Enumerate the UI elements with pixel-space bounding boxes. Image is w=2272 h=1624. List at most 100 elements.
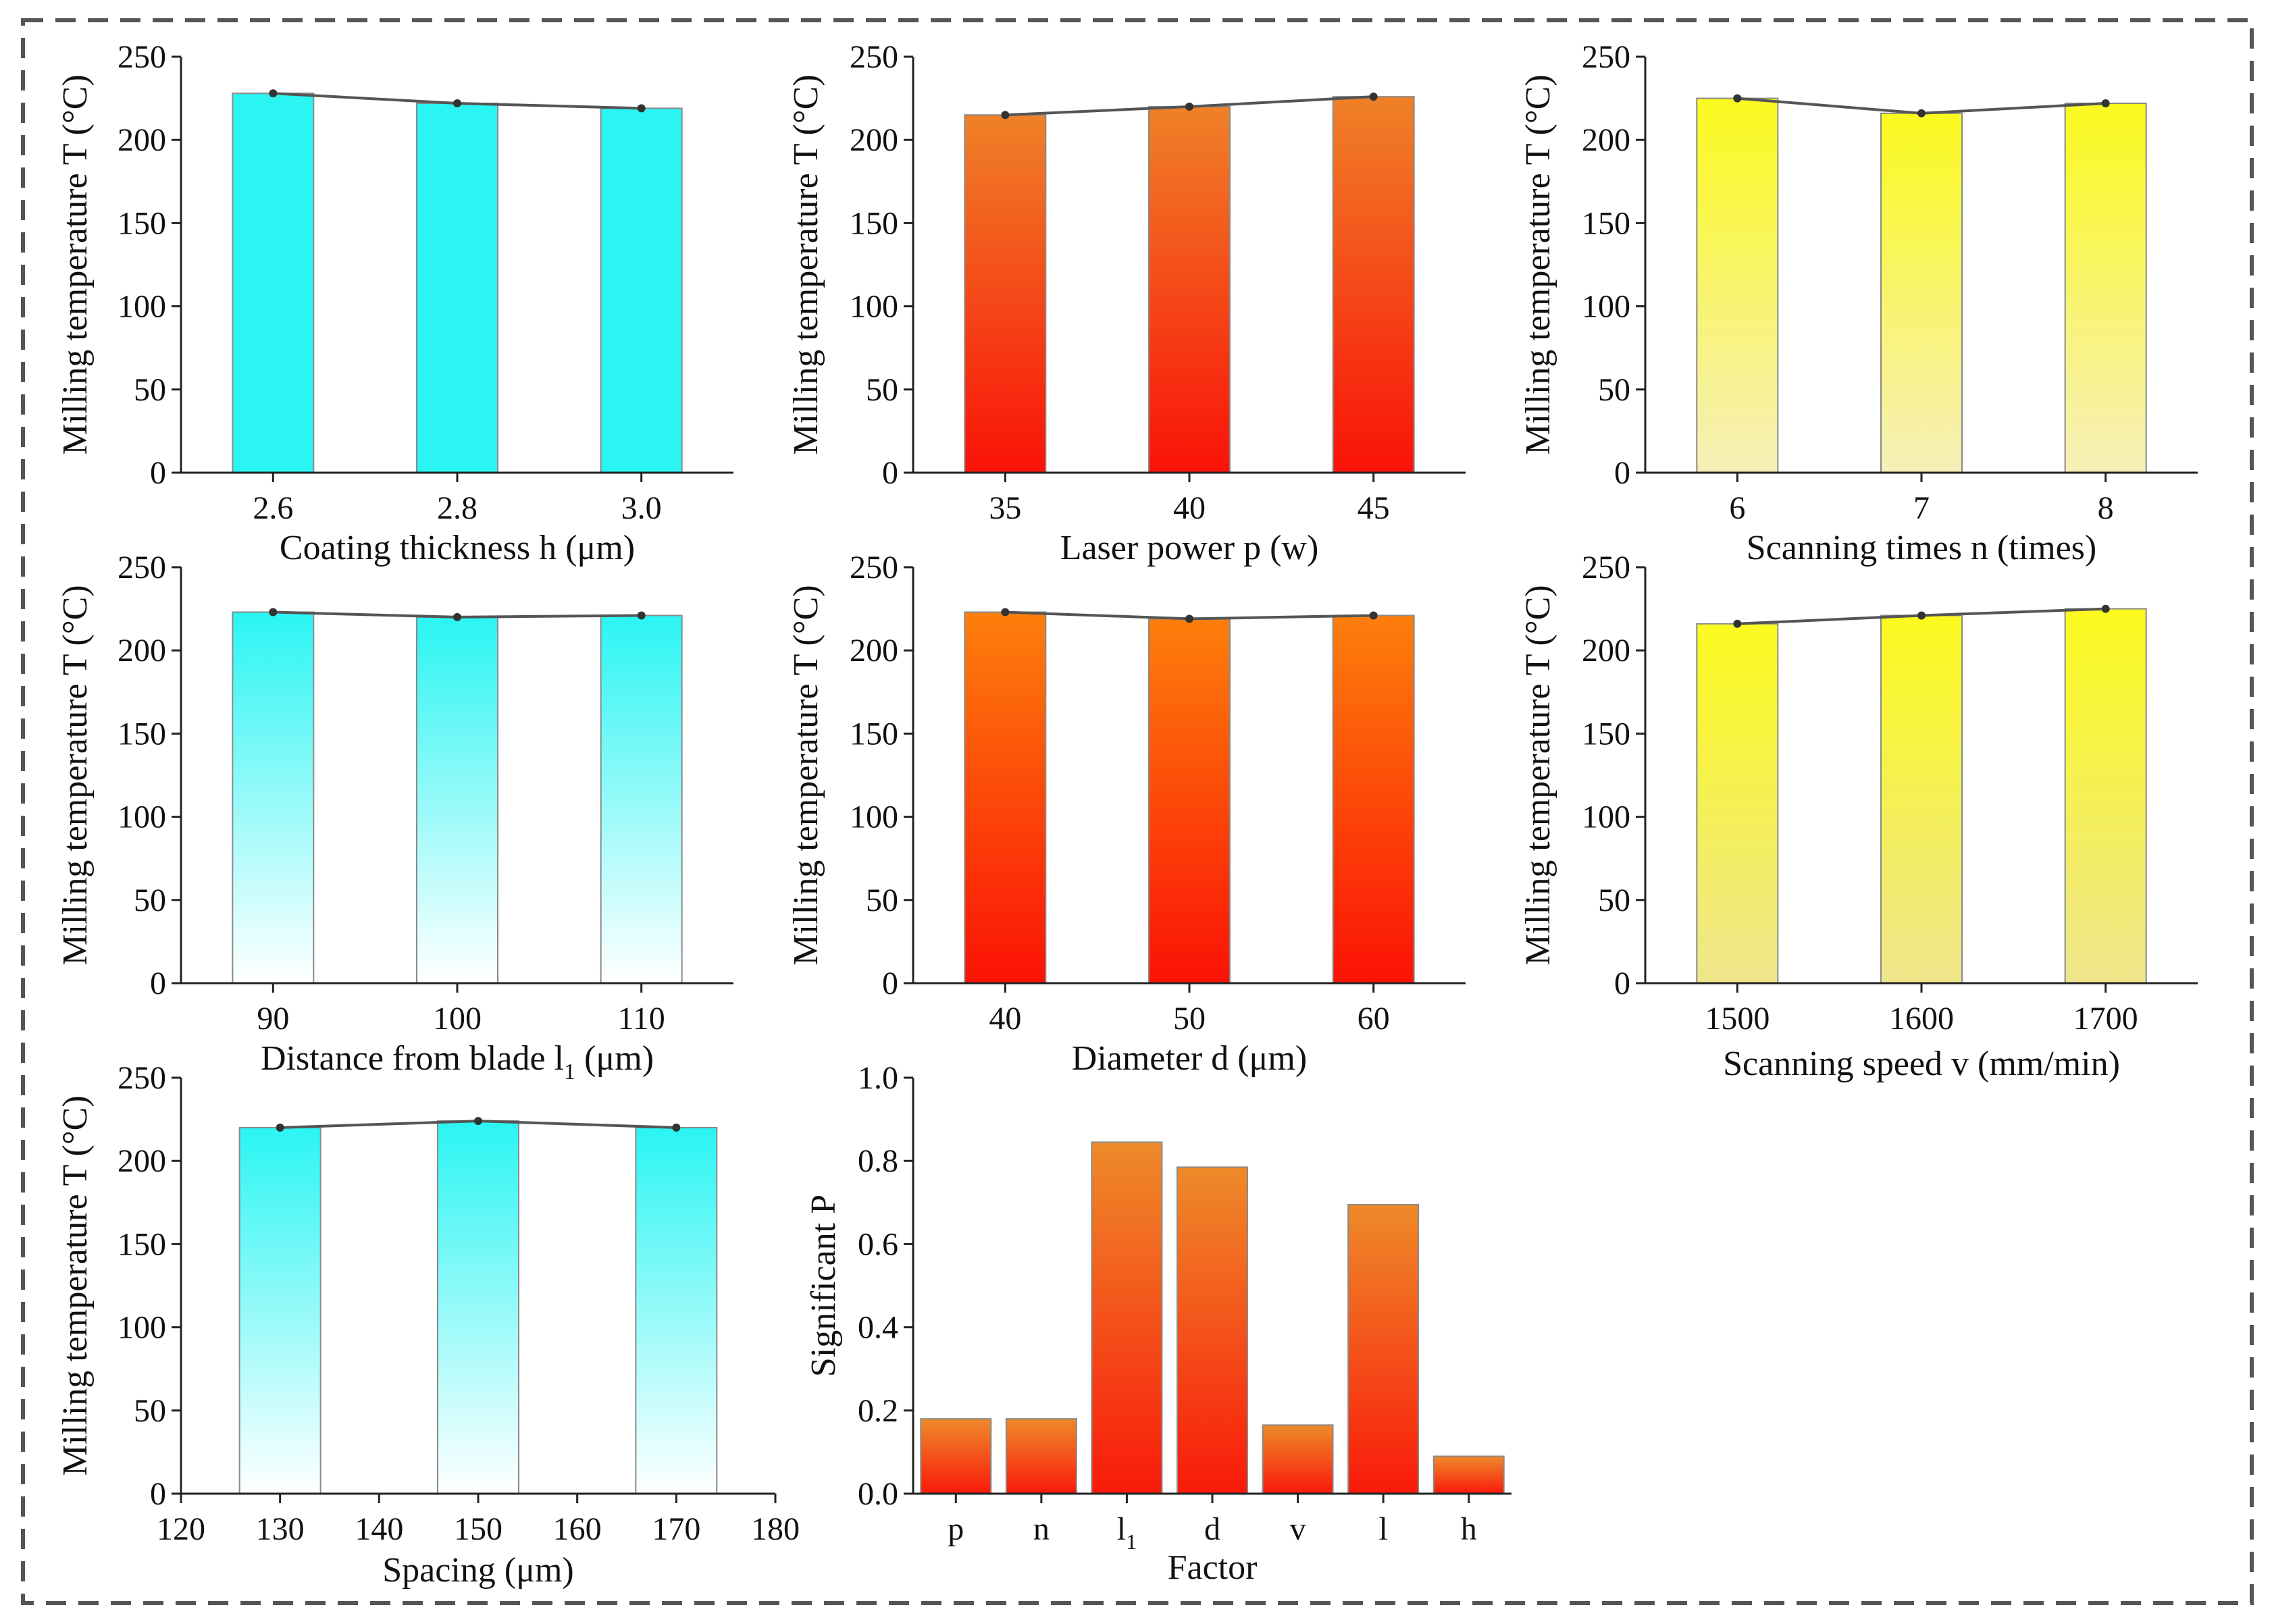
bar-scan-speed-0 bbox=[1696, 623, 1779, 984]
y-tick-label-laser-3: 150 bbox=[850, 205, 898, 241]
y-tick-label-diameter-2: 100 bbox=[850, 800, 898, 835]
y-tick-label-coating-4: 200 bbox=[118, 122, 166, 158]
trend-point-scan-speed-0 bbox=[1733, 619, 1742, 628]
bar-diameter-1 bbox=[1148, 618, 1231, 984]
y-tick-label-significance-5: 1.0 bbox=[858, 1060, 898, 1096]
y-axis-title-spacing: Milling temperature T (°C) bbox=[56, 1095, 95, 1475]
y-tick-label-significance-1: 0.2 bbox=[858, 1393, 898, 1429]
x-tick-label-spacing-4: 160 bbox=[553, 1511, 602, 1547]
y-tick-label-distance-4: 200 bbox=[118, 633, 166, 669]
x-tick-label-laser-0: 35 bbox=[989, 490, 1021, 526]
x-tick-label-coating-2: 3.0 bbox=[621, 490, 662, 526]
y-tick-label-coating-0: 0 bbox=[150, 455, 166, 491]
y-tick-label-laser-2: 100 bbox=[850, 289, 898, 325]
y-axis-title-scan-speed: Milling temperature T (°C) bbox=[1519, 585, 1557, 965]
y-tick-label-spacing-2: 100 bbox=[118, 1310, 166, 1346]
bar-significance-5 bbox=[1347, 1203, 1420, 1494]
x-tick-label-distance-2: 110 bbox=[618, 1001, 665, 1037]
y-tick-label-coating-1: 50 bbox=[134, 372, 166, 408]
bar-diameter-0 bbox=[964, 611, 1047, 984]
x-tick-label-significance-2: l1 bbox=[1117, 1511, 1137, 1554]
bar-spacing-0 bbox=[238, 1126, 321, 1495]
trend-point-laser-0 bbox=[1001, 111, 1010, 120]
x-tick-label-laser-2: 45 bbox=[1358, 490, 1390, 526]
y-tick-label-diameter-3: 150 bbox=[850, 716, 898, 752]
trend-point-spacing-1 bbox=[474, 1117, 482, 1126]
x-tick-label-spacing-5: 170 bbox=[652, 1511, 700, 1547]
y-tick-label-scan-speed-3: 150 bbox=[1582, 716, 1630, 752]
bar-coating-2 bbox=[600, 107, 683, 474]
trend-point-spacing-0 bbox=[276, 1123, 284, 1132]
trend-point-diameter-0 bbox=[1001, 608, 1010, 617]
y-tick-label-significance-4: 0.8 bbox=[858, 1143, 898, 1179]
trend-point-coating-2 bbox=[637, 104, 646, 113]
y-tick-label-diameter-1: 50 bbox=[866, 883, 898, 918]
x-tick-label-coating-1: 2.8 bbox=[437, 490, 477, 526]
x-tick-label-spacing-6: 180 bbox=[751, 1511, 800, 1547]
x-tick-label-diameter-0: 40 bbox=[989, 1001, 1021, 1037]
bar-diameter-2 bbox=[1332, 614, 1415, 984]
trend-point-distance-2 bbox=[637, 611, 646, 620]
chart-spacing: 0 50 100 150 200 250 120 130 140 150 160 170 180 Spac… bbox=[56, 1060, 800, 1590]
x-tick-label-significance-0: p bbox=[948, 1511, 964, 1547]
y-tick-label-scan-times-5: 250 bbox=[1582, 39, 1630, 75]
bar-distance-0 bbox=[232, 611, 315, 984]
y-tick-label-laser-4: 200 bbox=[850, 122, 898, 158]
y-tick-label-scan-times-1: 50 bbox=[1598, 372, 1630, 408]
y-tick-label-coating-3: 150 bbox=[118, 205, 166, 241]
dashed-frame bbox=[21, 18, 2254, 1605]
trend-point-diameter-2 bbox=[1369, 611, 1378, 620]
x-tick-label-significance-5: l bbox=[1378, 1511, 1387, 1547]
y-tick-label-scan-times-2: 100 bbox=[1582, 289, 1630, 325]
x-tick-label-diameter-1: 50 bbox=[1173, 1001, 1206, 1037]
x-tick-label-diameter-2: 60 bbox=[1358, 1001, 1390, 1037]
x-tick-label-spacing-3: 150 bbox=[454, 1511, 502, 1547]
bar-spacing-1 bbox=[437, 1120, 519, 1494]
trend-point-scan-speed-2 bbox=[2101, 604, 2110, 613]
trend-point-coating-0 bbox=[269, 89, 278, 98]
x-tick-label-scan-times-1: 7 bbox=[1913, 490, 1930, 526]
y-tick-label-diameter-4: 200 bbox=[850, 633, 898, 669]
chart-laser: 0 50 100 150 200 250 35 40 45 Laser power p (w) Mi… bbox=[787, 39, 1466, 567]
x-tick-label-scan-speed-2: 1700 bbox=[2073, 1001, 2138, 1037]
y-tick-label-scan-times-0: 0 bbox=[1614, 455, 1630, 491]
y-axis-title-laser: Milling temperature T (°C) bbox=[787, 74, 825, 454]
trend-point-coating-1 bbox=[453, 99, 461, 107]
x-tick-label-scan-speed-0: 1500 bbox=[1705, 1001, 1770, 1037]
y-tick-label-significance-0: 0.0 bbox=[858, 1476, 898, 1512]
y-tick-label-distance-0: 0 bbox=[150, 966, 166, 1001]
y-tick-label-spacing-3: 150 bbox=[118, 1226, 166, 1262]
x-axis-title-distance: Distance from blade l1 (μm) bbox=[261, 1039, 654, 1084]
y-tick-label-scan-speed-5: 250 bbox=[1582, 550, 1630, 585]
x-tick-label-distance-1: 100 bbox=[433, 1001, 482, 1037]
y-tick-label-spacing-1: 50 bbox=[134, 1393, 166, 1429]
chart-significance: 0.0 0.2 0.4 0.6 0.8 1.0 p n l1 d v l h Factor Signific… bbox=[804, 1060, 1512, 1587]
bar-significance-3 bbox=[1177, 1166, 1248, 1494]
y-tick-label-distance-2: 100 bbox=[118, 800, 166, 835]
bar-significance-2 bbox=[1091, 1141, 1163, 1494]
bar-distance-1 bbox=[416, 616, 498, 984]
trend-point-laser-1 bbox=[1185, 102, 1193, 111]
bar-significance-0 bbox=[920, 1418, 992, 1495]
chart-scan-speed: 0 50 100 150 200 250 1500 1600 1700 Scanning spee… bbox=[1519, 550, 2198, 1083]
x-tick-label-spacing-2: 140 bbox=[355, 1511, 403, 1547]
y-axis-title-diameter: Milling temperature T (°C) bbox=[787, 585, 825, 965]
bar-coating-0 bbox=[232, 93, 315, 473]
y-tick-label-laser-5: 250 bbox=[850, 39, 898, 75]
x-axis-title-spacing: Spacing (μm) bbox=[382, 1551, 574, 1590]
x-axis-title-laser: Laser power p (w) bbox=[1060, 529, 1319, 567]
y-axis-title-significance: Significant P bbox=[804, 1195, 843, 1377]
x-tick-label-scan-times-0: 6 bbox=[1729, 490, 1745, 526]
bar-distance-2 bbox=[600, 614, 683, 984]
bar-scan-times-0 bbox=[1696, 97, 1779, 474]
y-axis-title-distance: Milling temperature T (°C) bbox=[56, 585, 95, 965]
y-tick-label-spacing-5: 250 bbox=[118, 1060, 166, 1096]
x-tick-label-spacing-0: 120 bbox=[157, 1511, 205, 1547]
bar-significance-1 bbox=[1005, 1418, 1077, 1495]
y-tick-label-scan-speed-4: 200 bbox=[1582, 633, 1630, 669]
trend-point-distance-1 bbox=[453, 612, 461, 621]
x-axis-title-scan-times: Scanning times n (times) bbox=[1747, 529, 2096, 567]
